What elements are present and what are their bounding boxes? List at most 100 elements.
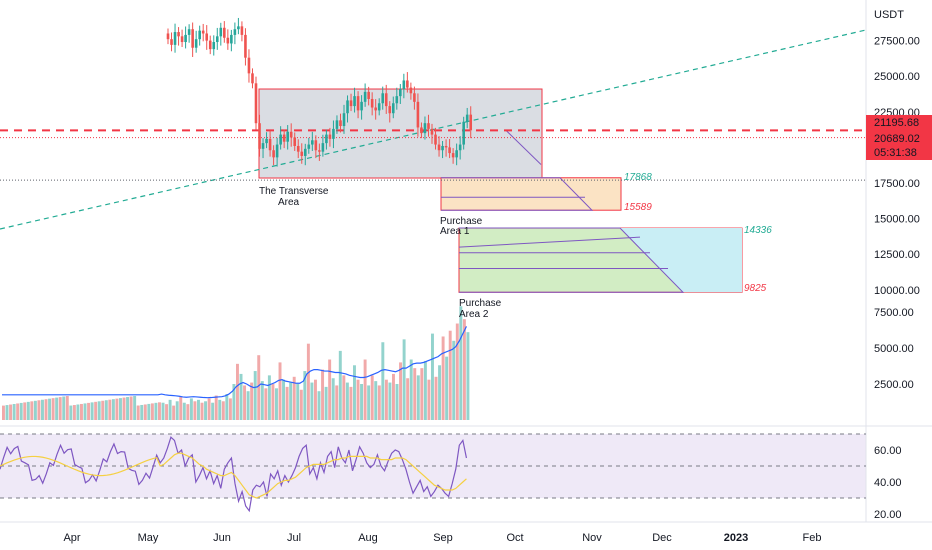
volume-bar [58, 397, 62, 420]
time-label: May [138, 532, 159, 544]
candle-body [251, 73, 254, 84]
candle-body [395, 96, 399, 104]
volume-bar [228, 398, 232, 420]
volume-bar [65, 396, 69, 420]
candle-body [293, 137, 297, 146]
rsi-tick-label: 60.00 [874, 445, 902, 457]
candle-body [275, 144, 279, 158]
volume-bar [335, 385, 339, 420]
candle-body [300, 151, 304, 156]
candle-body [325, 134, 328, 144]
volume-bar [150, 403, 154, 420]
price-tick-label: 15000.00 [874, 214, 920, 226]
volume-bar [416, 375, 420, 420]
candle-body [441, 145, 444, 151]
candle-body [427, 123, 430, 129]
transverse-area-label: The Transverse [259, 186, 329, 197]
volume-bar [264, 388, 268, 420]
volume-bar [119, 398, 122, 420]
volume-bar [370, 375, 374, 420]
time-label: Feb [803, 532, 822, 544]
candle-body [184, 34, 187, 43]
volume-bar [448, 330, 452, 420]
rsi-tick-label: 40.00 [874, 477, 902, 489]
volume-bar [434, 376, 438, 420]
candle-body [244, 34, 247, 58]
purchase-area-2-label: Purchase [459, 298, 502, 309]
candle-body [339, 120, 342, 127]
volume-bar [239, 373, 243, 420]
candle-body [388, 106, 392, 114]
candle-body [173, 32, 177, 45]
candle-body [335, 120, 339, 129]
candle-body [423, 123, 427, 134]
volume-bar [83, 403, 87, 420]
price-badge-current-label: 21195.68 [874, 117, 919, 129]
volume-bar [143, 404, 147, 420]
level-15589-label: 15589 [624, 202, 652, 213]
volume-bar [303, 371, 307, 420]
volume-bar [115, 398, 119, 420]
candle-body [219, 27, 223, 37]
candle-body [247, 57, 251, 74]
volume-ma-line [2, 326, 467, 399]
volume-bar [377, 385, 381, 420]
volume-bar [214, 395, 218, 420]
volume-bar [189, 398, 193, 420]
purchase-area-1-label: Purchase [440, 216, 483, 227]
volume-bar [140, 404, 144, 420]
time-label: Aug [358, 532, 378, 544]
volume-bar [349, 386, 353, 420]
volume-bar [94, 401, 98, 420]
volume-bar [19, 402, 23, 420]
volume-bar [388, 382, 392, 420]
candle-body [420, 127, 423, 134]
volume-bar [317, 391, 321, 420]
volume-bar [285, 386, 289, 420]
price-tick-label: 25000.00 [874, 71, 920, 83]
volume-bar [267, 375, 271, 420]
candle-body [279, 134, 282, 145]
volume-bar [342, 375, 346, 420]
volume-bar [211, 402, 215, 420]
candle-body [342, 113, 346, 127]
volume-bar [445, 356, 449, 420]
volume-bar [122, 397, 126, 420]
candle-body [303, 148, 307, 156]
purchase-area-2-label-line2: Area 2 [459, 309, 489, 320]
candle-body [289, 131, 293, 138]
volume-bar [384, 379, 388, 420]
candle-body [399, 89, 402, 97]
candle-body [233, 29, 237, 35]
price-badge-secondary-label: 20689.02 [874, 133, 920, 145]
candle-body [212, 42, 216, 50]
rsi-tick-label: 20.00 [874, 509, 902, 521]
volume-bar [207, 398, 211, 420]
candle-body [356, 96, 360, 111]
volume-bar [420, 368, 424, 420]
price-tick-label: 27500.00 [874, 36, 920, 48]
volume-bar [353, 365, 356, 420]
time-label: 2023 [724, 532, 748, 544]
candle-body [318, 150, 321, 152]
candle-body [363, 91, 367, 102]
volume-bar [250, 382, 254, 420]
volume-bar [409, 359, 413, 420]
price-badge-secondary [866, 130, 932, 160]
candle-body [191, 29, 194, 48]
volume-bar [321, 369, 325, 420]
candle-body [406, 80, 409, 88]
volume-bar [310, 382, 314, 420]
volume-bar [253, 371, 257, 420]
volume-bar [197, 399, 200, 420]
candle-body [377, 103, 381, 111]
price-tick-label: 2500.00 [874, 379, 914, 391]
volume-bar [104, 400, 108, 420]
volume-bar [367, 385, 371, 420]
volume-bar [62, 396, 66, 420]
volume-bar [168, 399, 172, 420]
volume-bar [466, 332, 470, 420]
candle-body [314, 140, 318, 151]
candle-body [332, 128, 335, 139]
